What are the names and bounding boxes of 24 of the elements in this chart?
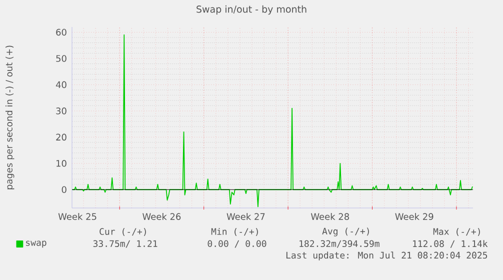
text: 112.08 / 1.14k <box>413 240 488 248</box>
legend-label: swap <box>26 240 46 248</box>
y-tick-label: 10 <box>56 160 66 167</box>
y-tick-label: 30 <box>56 108 66 114</box>
y-tick-label: 40 <box>56 81 66 88</box>
x-tick-label: Week 28 <box>310 213 350 220</box>
y-tick-label: 60 <box>56 28 66 36</box>
text: Avg (-/+) <box>322 228 369 236</box>
y-tick-label: 50 <box>56 55 66 62</box>
text: 33.75m/ 1.21 <box>93 240 158 248</box>
text: Max (-/+) <box>433 228 480 236</box>
x-tick-label: Week 26 <box>142 213 181 220</box>
y-tick-label: 0 <box>62 186 66 194</box>
text: Last update: Mon Jul 21 08:20:04 2025 <box>286 252 488 260</box>
text: 182.32m/394.59m <box>300 240 380 248</box>
x-tick-label: Week 25 <box>58 213 96 220</box>
text: 0.00 / 0.00 <box>208 240 266 248</box>
x-tick-label: Week 29 <box>395 213 434 220</box>
x-tick-label: Week 27 <box>226 213 265 220</box>
text: Min (-/+) <box>211 228 258 236</box>
y-axis-title: pages per second in (-) / out (+) <box>6 46 14 190</box>
y-tick-label: 20 <box>56 134 66 141</box>
chart-title: Swap in/out - by month <box>196 5 306 15</box>
text: Cur (-/+) <box>100 228 146 236</box>
